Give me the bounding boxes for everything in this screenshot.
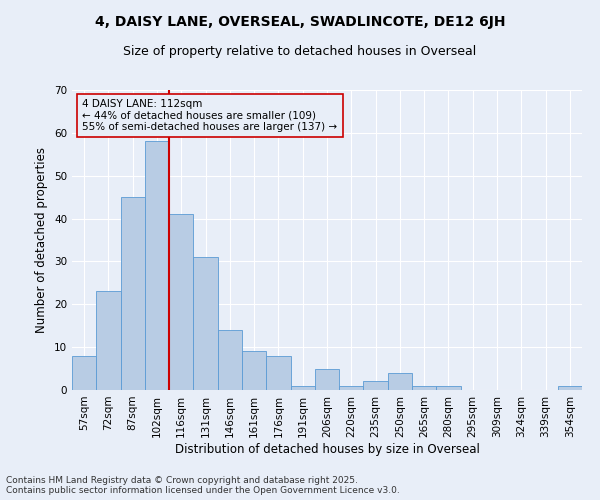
Bar — [72, 356, 96, 390]
Bar — [388, 373, 412, 390]
Bar — [193, 257, 218, 390]
Text: 4 DAISY LANE: 112sqm
← 44% of detached houses are smaller (109)
55% of semi-deta: 4 DAISY LANE: 112sqm ← 44% of detached h… — [82, 99, 337, 132]
Bar — [436, 386, 461, 390]
Bar — [96, 292, 121, 390]
Text: Contains HM Land Registry data © Crown copyright and database right 2025.
Contai: Contains HM Land Registry data © Crown c… — [6, 476, 400, 495]
Bar — [266, 356, 290, 390]
X-axis label: Distribution of detached houses by size in Overseal: Distribution of detached houses by size … — [175, 442, 479, 456]
Bar — [315, 368, 339, 390]
Bar — [558, 386, 582, 390]
Bar — [121, 197, 145, 390]
Bar — [290, 386, 315, 390]
Bar — [339, 386, 364, 390]
Text: Size of property relative to detached houses in Overseal: Size of property relative to detached ho… — [124, 45, 476, 58]
Bar — [145, 142, 169, 390]
Text: 4, DAISY LANE, OVERSEAL, SWADLINCOTE, DE12 6JH: 4, DAISY LANE, OVERSEAL, SWADLINCOTE, DE… — [95, 15, 505, 29]
Bar — [364, 382, 388, 390]
Bar — [412, 386, 436, 390]
Bar — [218, 330, 242, 390]
Y-axis label: Number of detached properties: Number of detached properties — [35, 147, 49, 333]
Bar — [242, 352, 266, 390]
Bar — [169, 214, 193, 390]
